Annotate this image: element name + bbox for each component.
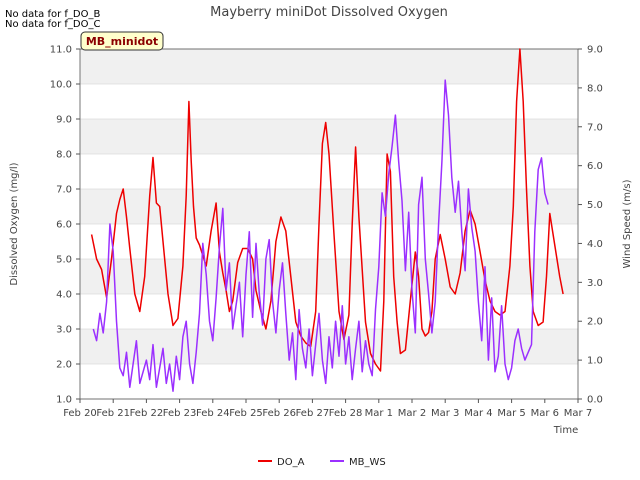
y-left-tick-label: 8.0: [56, 150, 72, 161]
y-left-tick-label: 2.0: [56, 360, 72, 371]
plot-band: [80, 189, 578, 224]
y-axis-label-right: Wind Speed (m/s): [622, 179, 633, 268]
y-right-tick-label: 9.0: [587, 45, 603, 56]
y-right-tick-label: 2.0: [587, 317, 603, 328]
y-axis-label-left: Dissolved Oxygen (mg/l): [9, 162, 20, 285]
y-left-tick-label: 1.0: [56, 395, 72, 406]
plot-band: [80, 259, 578, 294]
x-tick-label: Feb 24: [196, 408, 230, 419]
site-badge-label: MB_minidot: [86, 35, 158, 48]
x-tick-label: Mar 1: [365, 408, 393, 419]
x-tick-label: Feb 20: [63, 408, 97, 419]
y-right-tick-label: 4.0: [587, 239, 603, 250]
x-tick-label: Feb 22: [130, 408, 164, 419]
y-left-tick-label: 3.0: [56, 325, 72, 336]
legend-label-do_a: DO_A: [277, 457, 305, 468]
y-left-tick-label: 6.0: [56, 220, 72, 231]
y-right-tick-label: 0.0: [587, 395, 603, 406]
y-left-tick-label: 5.0: [56, 255, 72, 266]
y-left-tick-label: 7.0: [56, 185, 72, 196]
series-line-do_a: [90, 48, 564, 372]
x-tick-label: Mar 4: [464, 408, 492, 419]
site-badge-box: [80, 31, 164, 51]
y-left-tick-label: 11.0: [50, 45, 72, 56]
x-tick-label: Mar 3: [431, 408, 459, 419]
legend-label-mb_ws: MB_WS: [349, 457, 386, 468]
no-data-note-do-b: No data for f_DO_B: [5, 9, 101, 20]
no-data-note-do-c: No data for f_DO_C: [5, 19, 101, 30]
x-tick-label: Feb 23: [163, 408, 197, 419]
y-right-tick-label: 8.0: [587, 83, 603, 94]
y-right-tick-label: 7.0: [587, 122, 603, 133]
x-tick-label: Mar 7: [564, 408, 592, 419]
y-right-tick-label: 6.0: [587, 161, 603, 172]
x-tick-label: Feb 26: [262, 408, 296, 419]
legend: DO_A MB_WS: [258, 457, 386, 468]
plot-band: [80, 49, 578, 84]
axis-ticks: 1.0 2.0 3.0 4.0 5.0 6.0 7.0 8.0 9.0 10.0 11.0 0.0 1.…: [50, 45, 603, 420]
y-left-tick-label: 9.0: [56, 115, 72, 126]
x-tick-label: Mar 5: [497, 408, 525, 419]
x-tick-label: Mar 2: [398, 408, 426, 419]
x-tick-label: Feb 28: [329, 408, 363, 419]
y-left-tick-label: 4.0: [56, 290, 72, 301]
site-badge: MB_minidot: [80, 31, 164, 51]
y-left-tick-label: 10.0: [50, 80, 72, 91]
x-axis-label: Time: [553, 425, 578, 436]
x-tick-label: Mar 6: [531, 408, 559, 419]
y-right-tick-label: 5.0: [587, 200, 603, 211]
series-line-mb_ws: [92, 79, 549, 392]
chart-title: Mayberry miniDot Dissolved Oxygen: [210, 5, 448, 20]
y-right-tick-label: 3.0: [587, 278, 603, 289]
y-right-tick-label: 1.0: [587, 356, 603, 367]
x-tick-label: Feb 27: [296, 408, 330, 419]
x-tick-label: Feb 25: [229, 408, 263, 419]
series-lines: [90, 48, 564, 392]
x-tick-label: Feb 21: [96, 408, 130, 419]
